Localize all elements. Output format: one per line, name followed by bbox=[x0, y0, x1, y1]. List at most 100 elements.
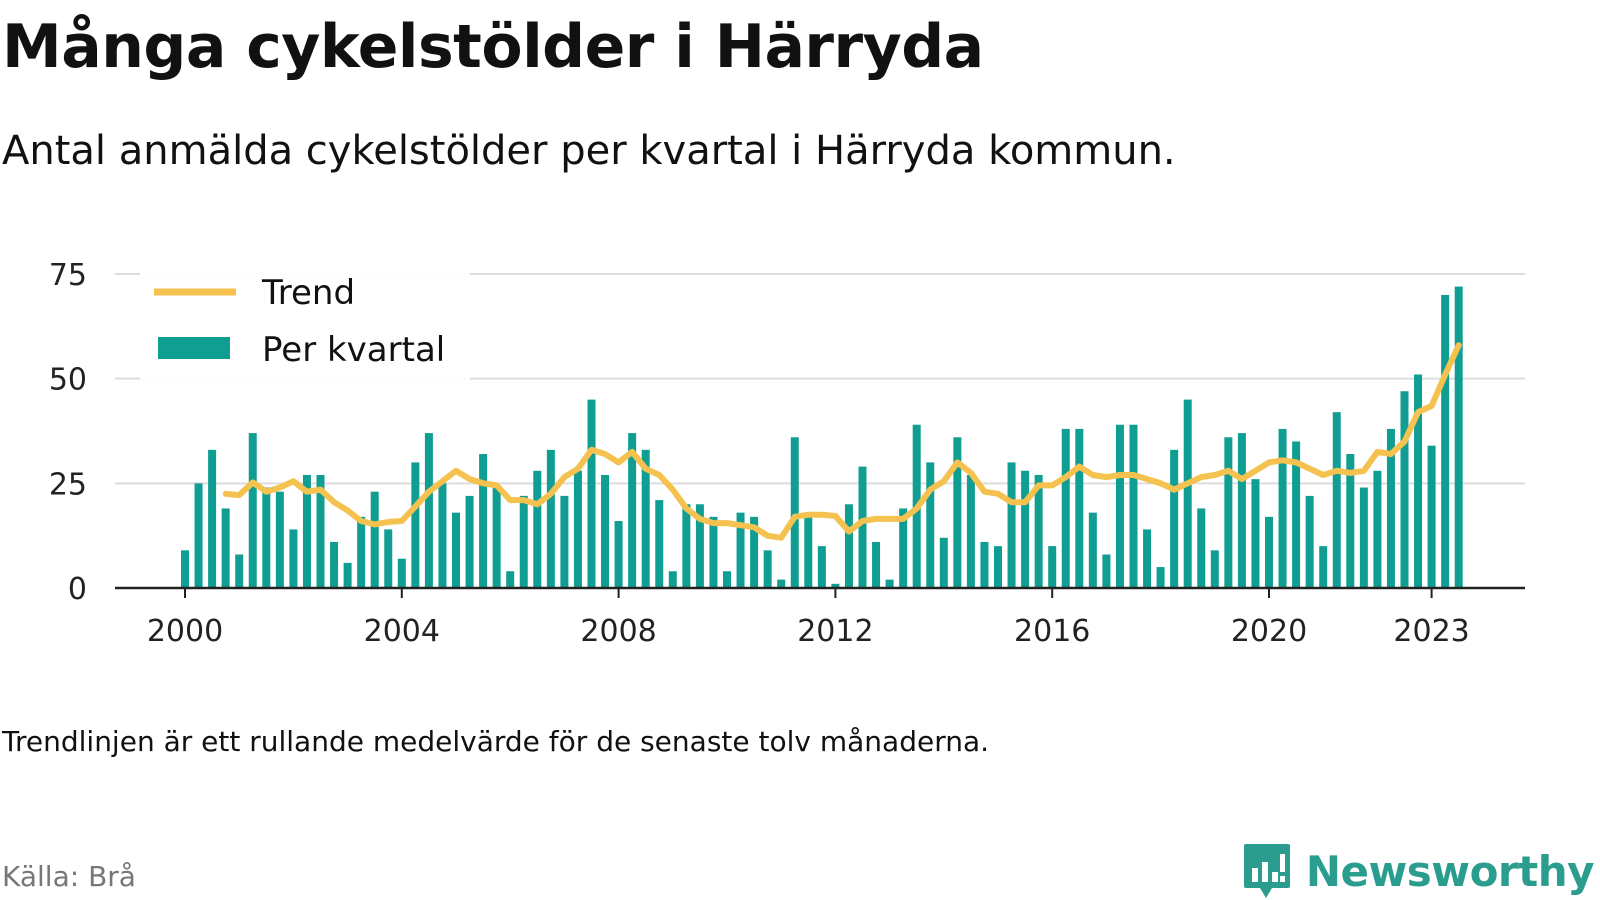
bar bbox=[492, 487, 501, 588]
bar bbox=[804, 512, 813, 588]
bar bbox=[1237, 433, 1246, 588]
bar bbox=[343, 562, 352, 588]
bar bbox=[221, 508, 230, 588]
bar bbox=[953, 437, 962, 588]
bar bbox=[181, 550, 189, 588]
x-tick-label: 2008 bbox=[580, 614, 656, 649]
bar bbox=[573, 470, 582, 588]
x-tick-label: 2000 bbox=[147, 614, 223, 649]
bar bbox=[1048, 546, 1057, 588]
y-tick-label: 25 bbox=[49, 467, 87, 502]
bar bbox=[1170, 449, 1179, 588]
legend-bar-swatch bbox=[158, 337, 230, 359]
bar bbox=[1305, 495, 1314, 588]
chart: 0 25 50 75 2000 2004 2008 2012 2016 2020 2023 Tren… bbox=[49, 258, 1525, 649]
bar bbox=[1386, 428, 1395, 588]
source-credit: Källa: Brå bbox=[2, 860, 136, 893]
bar bbox=[357, 516, 366, 588]
bar bbox=[1129, 424, 1138, 588]
bar bbox=[980, 541, 989, 588]
bar bbox=[370, 491, 379, 588]
bar bbox=[641, 449, 650, 588]
chart-subtitle: Antal anmälda cykelstölder per kvartal i… bbox=[2, 128, 1176, 174]
bar bbox=[316, 474, 325, 588]
bar bbox=[533, 470, 542, 588]
bar bbox=[248, 433, 257, 588]
bar bbox=[1061, 428, 1070, 588]
bar bbox=[519, 495, 528, 588]
brand-logo: Newsworthy bbox=[1242, 842, 1595, 900]
bar bbox=[262, 487, 271, 588]
bar bbox=[682, 504, 691, 588]
bar bbox=[1224, 437, 1233, 588]
bar bbox=[1359, 487, 1368, 588]
bar bbox=[302, 474, 311, 588]
chart-title: Många cykelstölder i Härryda bbox=[2, 12, 984, 82]
y-tick-label: 50 bbox=[49, 363, 87, 398]
x-tick-label: 2023 bbox=[1393, 614, 1469, 649]
bar bbox=[275, 491, 284, 588]
chart-note: Trendlinjen är ett rullande medelvärde f… bbox=[2, 725, 990, 758]
bars bbox=[181, 286, 1463, 588]
bar bbox=[208, 449, 217, 588]
bar bbox=[872, 541, 881, 588]
bar bbox=[194, 483, 203, 588]
bar bbox=[695, 504, 704, 588]
x-tick-label: 2012 bbox=[797, 614, 873, 649]
bar bbox=[587, 399, 596, 588]
bar bbox=[506, 571, 515, 588]
bar bbox=[817, 546, 826, 588]
bar bbox=[1143, 529, 1152, 588]
bar bbox=[452, 512, 460, 588]
bar bbox=[1265, 516, 1273, 588]
bar bbox=[411, 462, 420, 588]
bar bbox=[1278, 428, 1287, 588]
bar bbox=[397, 558, 406, 588]
bar bbox=[831, 583, 840, 588]
bar bbox=[1021, 470, 1030, 588]
bar bbox=[601, 474, 610, 588]
bar bbox=[479, 454, 488, 588]
bar bbox=[235, 554, 244, 588]
bar bbox=[1115, 424, 1124, 588]
bar bbox=[465, 495, 474, 588]
bar bbox=[1346, 454, 1355, 588]
bar bbox=[1441, 294, 1450, 588]
bar bbox=[736, 512, 745, 588]
bar bbox=[858, 466, 867, 588]
bar bbox=[1183, 399, 1192, 588]
bar bbox=[1102, 554, 1111, 588]
newsworthy-icon bbox=[1243, 844, 1290, 898]
bar bbox=[1319, 546, 1328, 588]
x-tick-label: 2016 bbox=[1014, 614, 1090, 649]
bar bbox=[424, 433, 433, 588]
bar bbox=[1210, 550, 1219, 588]
y-tick-label: 0 bbox=[68, 572, 87, 607]
bar bbox=[899, 508, 908, 588]
trend-line bbox=[222, 342, 1462, 541]
bar bbox=[1427, 445, 1436, 588]
bar bbox=[1400, 391, 1409, 588]
bar bbox=[628, 433, 637, 588]
bar bbox=[614, 521, 623, 588]
bar bbox=[844, 504, 853, 588]
bar bbox=[1156, 567, 1165, 588]
bar bbox=[1075, 428, 1084, 588]
brand-name: Newsworthy bbox=[1305, 846, 1595, 896]
bar bbox=[763, 550, 772, 588]
legend: Trend Per kvartal bbox=[140, 268, 470, 388]
bar bbox=[723, 571, 731, 588]
bar bbox=[994, 546, 1002, 588]
bar bbox=[330, 541, 339, 588]
bar bbox=[1332, 412, 1341, 588]
bar bbox=[1197, 508, 1206, 588]
bar bbox=[289, 529, 298, 588]
bar bbox=[777, 579, 786, 588]
legend-bar-label: Per kvartal bbox=[262, 330, 445, 370]
bar bbox=[560, 495, 569, 588]
bar bbox=[1373, 470, 1382, 588]
bar bbox=[668, 571, 677, 588]
bar bbox=[655, 500, 664, 588]
bar bbox=[750, 516, 759, 588]
bar bbox=[966, 474, 975, 588]
